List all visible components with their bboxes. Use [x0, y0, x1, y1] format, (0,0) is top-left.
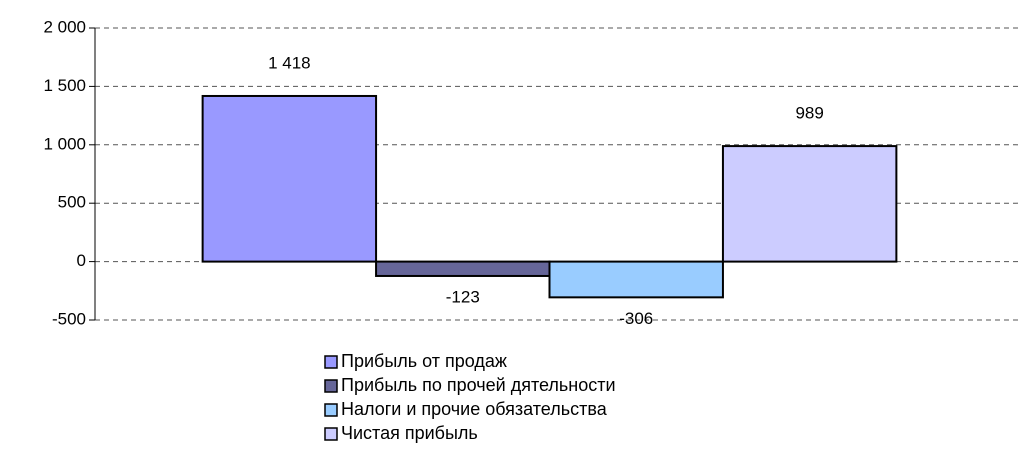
- data-label: -123: [446, 287, 480, 306]
- y-tick-label: 2 000: [43, 17, 86, 36]
- legend-swatch: [324, 379, 338, 393]
- bar: [375, 260, 551, 277]
- bar: [201, 94, 378, 263]
- y-tick-label: 1 000: [43, 134, 86, 153]
- legend-label: Прибыль от продаж: [341, 351, 507, 371]
- y-tick-label: 500: [58, 193, 86, 212]
- bar: [721, 145, 898, 263]
- legend-swatch: [324, 427, 338, 441]
- bar: [548, 260, 724, 299]
- legend-swatch: [324, 355, 338, 369]
- y-tick-label: 1 500: [43, 76, 86, 95]
- data-label: 989: [795, 104, 823, 123]
- legend-label: Прибыль по прочей дятельности: [341, 375, 616, 395]
- legend-label: Чистая прибыль: [341, 423, 478, 443]
- legend-swatch: [324, 403, 338, 417]
- legend-label: Налоги и прочие обязательства: [341, 399, 608, 419]
- data-label: 1 418: [268, 53, 311, 72]
- y-tick-label: -500: [52, 309, 86, 328]
- y-tick-label: 0: [77, 251, 86, 270]
- data-label: -306: [619, 309, 653, 328]
